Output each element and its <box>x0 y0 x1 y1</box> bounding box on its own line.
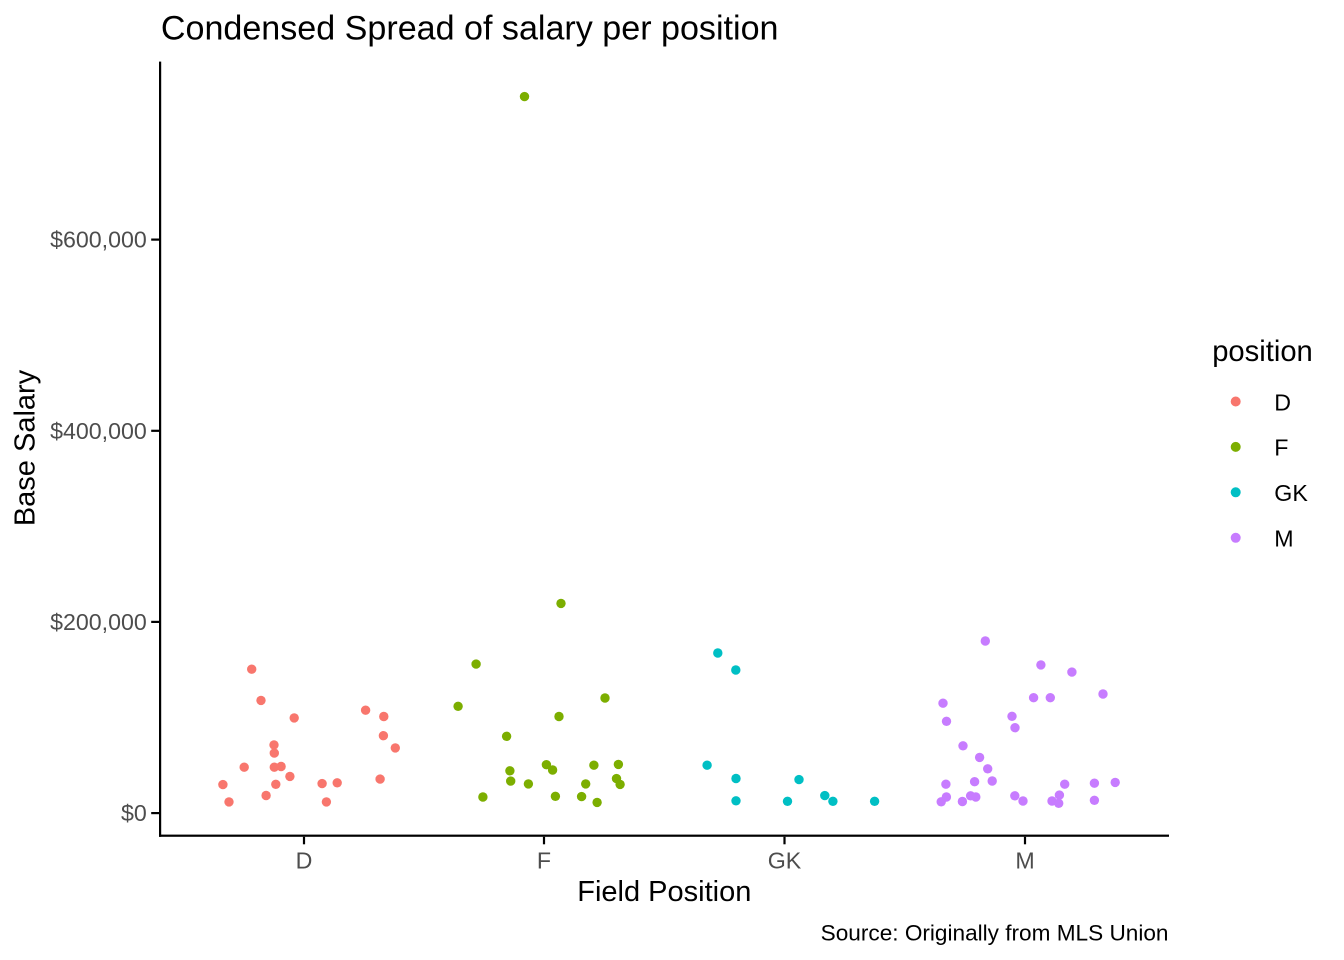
svg-text:D: D <box>296 847 313 873</box>
svg-text:F: F <box>1274 435 1288 461</box>
svg-text:F: F <box>537 847 551 873</box>
svg-text:Base Salary: Base Salary <box>10 369 42 526</box>
svg-text:GK: GK <box>768 847 802 873</box>
svg-text:Condensed Spread of salary per: Condensed Spread of salary per position <box>161 9 779 47</box>
svg-text:Field Position: Field Position <box>577 876 751 908</box>
svg-text:M: M <box>1015 847 1034 873</box>
svg-text:$200,000: $200,000 <box>50 609 147 635</box>
svg-text:GK: GK <box>1274 480 1308 506</box>
svg-text:$0: $0 <box>121 800 147 826</box>
svg-text:Source: Originally from MLS Un: Source: Originally from MLS Union <box>821 921 1169 946</box>
svg-text:$400,000: $400,000 <box>50 418 147 444</box>
svg-text:position: position <box>1212 336 1313 368</box>
svg-text:$600,000: $600,000 <box>50 227 147 253</box>
svg-text:D: D <box>1274 389 1291 415</box>
svg-text:M: M <box>1274 526 1293 552</box>
